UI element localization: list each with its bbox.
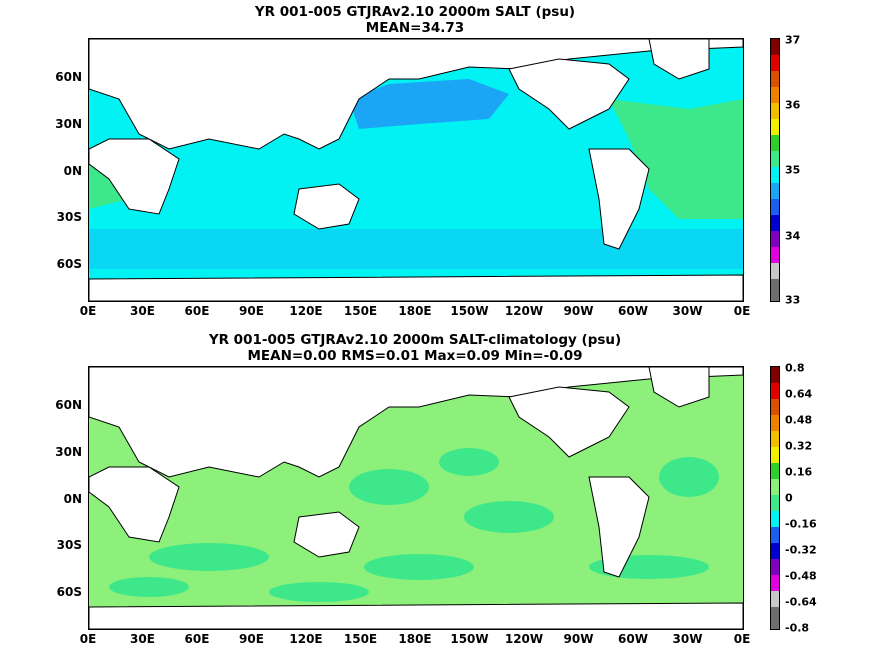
panel1-cbar-label: 34 xyxy=(785,229,801,243)
panel2-lon-label: 30W xyxy=(672,632,703,646)
panel2-lon-label: 120W xyxy=(504,632,544,646)
panel2-lon-label: 150W xyxy=(450,632,489,646)
panel1-lon-label: 90W xyxy=(563,304,594,318)
panel2-cbar-label: -0.64 xyxy=(785,595,817,609)
panel2-lon-label: 0E xyxy=(733,632,751,646)
panel2-anomaly-patches xyxy=(109,448,719,602)
panel2-lat-label: 0N xyxy=(63,492,82,506)
panel2-lon-label: 30E xyxy=(130,632,155,646)
panel1-lon-label: 150W xyxy=(450,304,489,318)
panel1-lat-label: 30N xyxy=(55,117,82,131)
panel1-colorbar xyxy=(770,38,780,302)
panel2-cbar-label: 0.16 xyxy=(785,465,813,479)
panel1-lat-label: 30S xyxy=(56,210,82,224)
panel2-lon-label: 60E xyxy=(184,632,210,646)
panel2-lat-label: 60S xyxy=(56,585,82,599)
panel1-lon-label: 0E xyxy=(733,304,751,318)
panel2-subtitle: MEAN=0.00 RMS=0.01 Max=0.09 Min=-0.09 xyxy=(247,348,583,364)
panel2-continents xyxy=(89,367,743,629)
panel2-cbar-label: 0 xyxy=(785,491,793,505)
panel1-lon-label: 0E xyxy=(79,304,97,318)
panel1-lon-label: 60W xyxy=(618,304,648,318)
panel2-map xyxy=(88,366,744,630)
panel1-lat-label: 0N xyxy=(63,164,82,178)
panel2-cbar-label: 0.8 xyxy=(785,361,805,375)
panel2-cbar-label: 0.48 xyxy=(785,413,813,427)
panel2-lat-label: 30N xyxy=(55,445,82,459)
panel2-cbar-label: -0.8 xyxy=(785,621,810,635)
panel2-lon-label: 0E xyxy=(79,632,97,646)
panel2-title: YR 001-005 GTJRAv2.10 2000m SALT-climato… xyxy=(208,332,622,348)
panel2-colorbar xyxy=(770,366,780,630)
panel1-map xyxy=(88,38,744,302)
panel2-lon-label: 90W xyxy=(563,632,594,646)
panel1-lon-label: 150E xyxy=(343,304,378,318)
panel1-atlantic-high xyxy=(609,99,743,219)
panel1-continents xyxy=(89,39,743,301)
panel1-southern-band xyxy=(89,229,743,269)
panel1-lon-label: 30E xyxy=(130,304,155,318)
panel1-npac-low xyxy=(349,79,509,129)
panel1-cbar-label: 35 xyxy=(785,163,801,177)
panel1-cbar-label: 33 xyxy=(785,293,801,307)
panel1-cbar-label: 37 xyxy=(785,33,801,47)
panel1-lon-label: 120E xyxy=(289,304,323,318)
panel2-lon-label: 90E xyxy=(239,632,264,646)
panel1-lon-label: 60E xyxy=(184,304,210,318)
panel1-lon-label: 30W xyxy=(672,304,703,318)
panel2-cbar-label: -0.16 xyxy=(785,517,817,531)
panel1-lat-label: 60S xyxy=(56,257,82,271)
panel2-cbar-label: 0.64 xyxy=(785,387,813,401)
panel1-lon-label: 90E xyxy=(239,304,264,318)
panel2-lat-label: 30S xyxy=(56,538,82,552)
panel1-lat-label: 60N xyxy=(55,70,82,84)
panel2-lat-label: 60N xyxy=(55,398,82,412)
panel1-lon-label: 120W xyxy=(504,304,544,318)
panel2-cbar-label: -0.32 xyxy=(785,543,817,557)
panel2-cbar-label: -0.48 xyxy=(785,569,817,583)
panel1-lon-label: 180E xyxy=(398,304,432,318)
panel2-lon-label: 150E xyxy=(343,632,378,646)
panel1-cbar-label: 36 xyxy=(785,98,801,112)
panel1-title: YR 001-005 GTJRAv2.10 2000m SALT (psu) xyxy=(254,4,576,20)
panel2-cbar-label: 0.32 xyxy=(785,439,813,453)
panel2-lon-label: 60W xyxy=(618,632,648,646)
panel1-subtitle: MEAN=34.73 xyxy=(365,20,465,36)
panel2-lon-label: 180E xyxy=(398,632,432,646)
panel2-lon-label: 120E xyxy=(289,632,323,646)
